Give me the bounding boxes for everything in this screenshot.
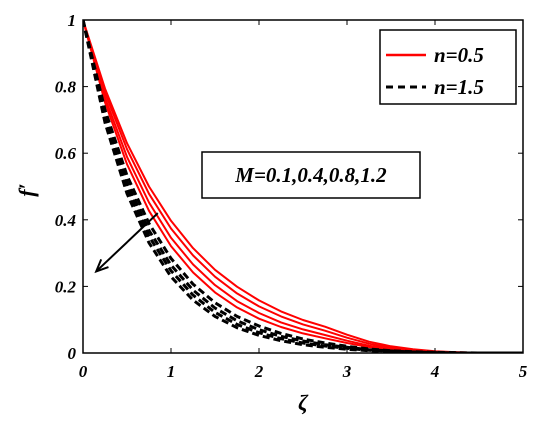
y-tick-label: 0.4 [55,211,76,230]
x-tick-label: 1 [167,362,176,381]
annotation-box [201,151,421,199]
y-tick-label: 0.2 [55,277,77,296]
x-tick-label: 2 [254,362,264,381]
x-axis-label: ζ [298,390,309,415]
annotation-text: M=0.1,0.4,0.8,1.2 [234,163,387,187]
legend-box [379,29,517,105]
annotation: M=0.1,0.4,0.8,1.2 [201,151,421,199]
legend-entry-n15: n=1.5 [434,75,484,99]
legend: n=0.5 n=1.5 [379,29,517,105]
x-tick-label: 3 [342,362,352,381]
y-tick-label: 0.8 [55,78,77,97]
x-tick-label: 5 [519,362,528,381]
arrow-shaft [95,212,159,273]
ticks-layer: 0 1 2 3 4 5 0 0.2 0.4 0.6 0.8 1 [55,11,528,381]
legend-entry-n05: n=0.5 [434,43,484,67]
x-tick-label: 4 [430,362,440,381]
arrow-head [94,259,109,274]
y-axis-label: f′ [14,183,39,197]
annotation-arrow [94,212,159,274]
x-tick-label: 0 [79,362,88,381]
plot-frame [82,19,524,354]
y-tick-label: 1 [68,11,77,30]
y-tick-label: 0 [68,344,77,363]
y-tick-label: 0.6 [55,144,77,163]
series-line-n15-6 [83,20,523,353]
